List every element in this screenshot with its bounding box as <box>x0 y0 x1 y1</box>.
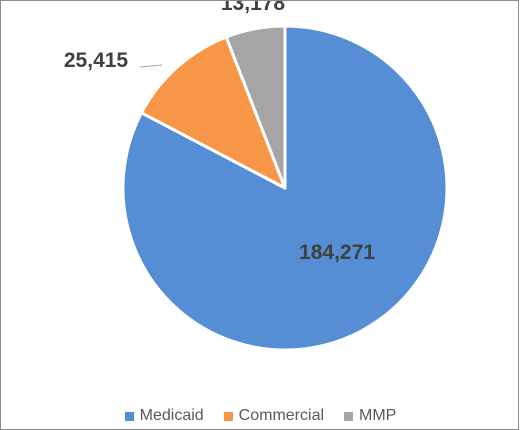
legend-item-mmp: MMP <box>344 407 396 425</box>
legend-item-commercial: Commercial <box>223 407 325 425</box>
legend-label-commercial: Commercial <box>238 407 325 424</box>
leader-line-commercial <box>139 64 163 68</box>
pie-slice-mmp <box>224 24 287 190</box>
legend-swatch-medicaid <box>124 411 134 421</box>
legend: Medicaid Commercial MMP <box>1 407 520 425</box>
legend-swatch-mmp <box>344 411 354 421</box>
data-label-commercial: 25,415 <box>64 49 129 72</box>
data-label-mmp: 13,178 <box>221 1 286 15</box>
legend-item-medicaid: Medicaid <box>124 407 204 425</box>
legend-label-mmp: MMP <box>359 407 397 424</box>
pie-slice-commercial <box>140 35 287 190</box>
legend-swatch-commercial <box>223 411 233 421</box>
data-label-medicaid: 184,271 <box>299 241 375 264</box>
legend-label-medicaid: Medicaid <box>139 407 204 424</box>
